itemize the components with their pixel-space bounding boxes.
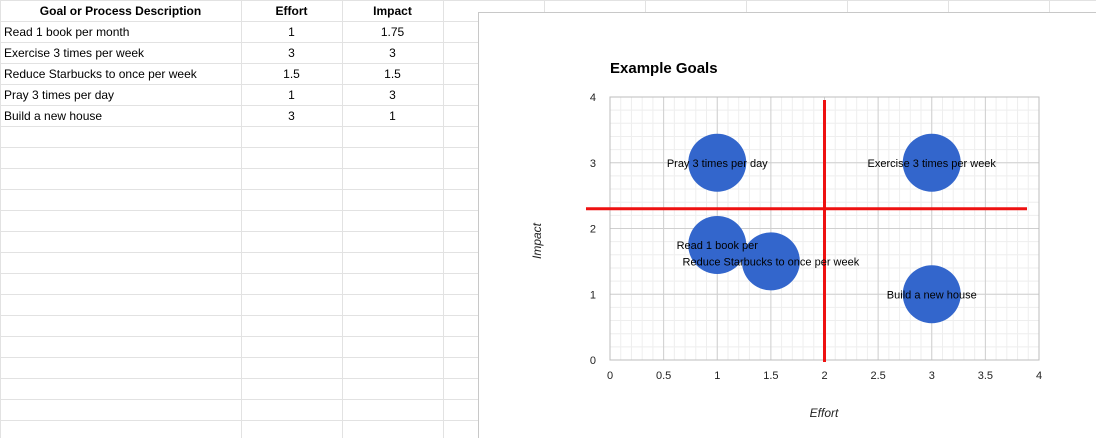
effort-cell[interactable]: 1 bbox=[288, 25, 295, 39]
x-tick-label: 0.5 bbox=[656, 370, 671, 382]
bubble-point[interactable] bbox=[902, 133, 961, 192]
effort-cell[interactable]: 3 bbox=[288, 109, 295, 123]
impact-cell[interactable]: 3 bbox=[389, 46, 396, 60]
tick-labels: 0 0.5 1 1.5 2 2.5 3 3.5 4 0 1 2 3 4 bbox=[590, 92, 1042, 382]
effort-cell[interactable]: 3 bbox=[288, 46, 295, 60]
x-tick-label: 1 bbox=[714, 370, 720, 382]
x-tick-label: 2 bbox=[821, 370, 827, 382]
y-axis-label: Impact bbox=[530, 222, 544, 259]
point-label: Exercise 3 times per week bbox=[868, 158, 997, 170]
point-label: Pray 3 times per day bbox=[667, 158, 768, 170]
bubble-point[interactable] bbox=[688, 215, 747, 274]
x-tick-label: 0 bbox=[607, 370, 613, 382]
column-header[interactable]: Impact bbox=[373, 4, 412, 18]
x-tick-label: 4 bbox=[1036, 370, 1042, 382]
point-label: Read 1 book per bbox=[677, 240, 759, 252]
point-label: Build a new house bbox=[887, 289, 977, 301]
y-tick-label: 4 bbox=[590, 92, 596, 104]
y-tick-label: 0 bbox=[590, 355, 596, 367]
x-tick-label: 3 bbox=[929, 370, 935, 382]
point-label: Reduce Starbucks to once per week bbox=[683, 256, 860, 268]
effort-cell[interactable]: 1 bbox=[288, 88, 295, 102]
chart-panel[interactable]: Pray 3 times per day Exercise 3 times per… bbox=[478, 12, 1096, 438]
goal-cell[interactable]: Read 1 book per month bbox=[4, 25, 130, 39]
goal-cell[interactable]: Exercise 3 times per week bbox=[4, 46, 145, 60]
impact-cell[interactable]: 1.5 bbox=[384, 67, 401, 81]
goal-cell[interactable]: Reduce Starbucks to once per week bbox=[4, 67, 197, 81]
scatter-chart[interactable]: Pray 3 times per day Exercise 3 times per… bbox=[479, 13, 1096, 438]
effort-cell[interactable]: 1.5 bbox=[283, 67, 300, 81]
bubble-point[interactable] bbox=[741, 232, 800, 291]
y-tick-label: 2 bbox=[590, 224, 596, 236]
x-tick-label: 3.5 bbox=[978, 370, 993, 382]
plot-points: Pray 3 times per day Exercise 3 times per… bbox=[667, 133, 997, 324]
bubble-point[interactable] bbox=[902, 265, 961, 324]
y-tick-label: 3 bbox=[590, 158, 596, 170]
reference-lines bbox=[586, 100, 1027, 362]
x-tick-label: 2.5 bbox=[870, 370, 885, 382]
impact-cell[interactable]: 1 bbox=[389, 109, 396, 123]
column-header[interactable]: Goal or Process Description bbox=[39, 4, 202, 18]
impact-cell[interactable]: 3 bbox=[389, 88, 396, 102]
x-tick-label: 1.5 bbox=[763, 370, 778, 382]
bubble-point[interactable] bbox=[688, 133, 747, 192]
goal-cell[interactable]: Build a new house bbox=[4, 109, 103, 123]
goal-cell[interactable]: Pray 3 times per day bbox=[4, 88, 115, 102]
x-axis-label: Effort bbox=[810, 406, 839, 420]
y-tick-label: 1 bbox=[590, 289, 596, 301]
chart-title: Example Goals bbox=[610, 60, 718, 77]
impact-cell[interactable]: 1.75 bbox=[380, 25, 405, 39]
column-header[interactable]: Effort bbox=[275, 4, 308, 18]
